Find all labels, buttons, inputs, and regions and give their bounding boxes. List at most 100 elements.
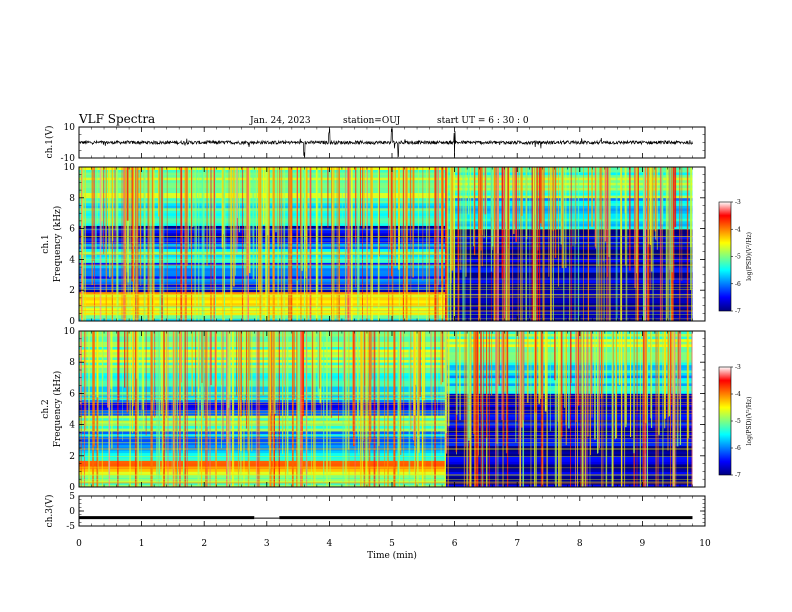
sferic-streak xyxy=(215,167,216,321)
sferic-streak xyxy=(365,331,367,487)
sferic-streak xyxy=(679,167,681,321)
sferic-streak xyxy=(691,331,693,487)
sferic-streak xyxy=(241,167,244,321)
x-tick-label: 3 xyxy=(264,539,270,549)
sferic-streak xyxy=(319,331,322,404)
sferic-streak xyxy=(203,331,205,418)
sferic-streak xyxy=(267,167,270,321)
sferic-streak xyxy=(371,167,373,260)
sferic-streak xyxy=(490,331,493,396)
sferic-streak xyxy=(568,331,570,429)
sferic-streak xyxy=(655,167,657,241)
sferic-streak xyxy=(558,331,560,487)
figure-title: VLF Spectra xyxy=(78,112,155,126)
sferic-streak xyxy=(434,167,435,321)
sferic-streak xyxy=(277,167,278,244)
sferic-streak xyxy=(515,331,517,443)
sferic-streak xyxy=(678,331,680,380)
psd-band xyxy=(79,364,446,368)
psd-band xyxy=(445,464,693,467)
sferic-streak xyxy=(563,167,565,321)
sferic-streak xyxy=(235,331,237,397)
sferic-streak xyxy=(278,331,280,487)
sferic-streak xyxy=(116,167,119,321)
sferic-streak xyxy=(659,167,662,321)
sferic-streak xyxy=(317,331,320,397)
sferic-streak xyxy=(370,167,372,321)
sferic-streak xyxy=(624,167,627,266)
sferic-streak xyxy=(278,167,281,246)
sferic-streak xyxy=(202,331,204,426)
ch3-waveform-panel: 50-50 1 2 3 4 5 6 7 8 9 10 xyxy=(66,492,711,549)
sferic-streak xyxy=(607,167,609,321)
sferic-streak xyxy=(409,167,411,240)
sferic-streak xyxy=(505,331,508,454)
psd-band xyxy=(79,410,446,414)
sferic-streak xyxy=(397,167,400,270)
sferic-streak xyxy=(615,331,618,439)
sferic-streak xyxy=(521,167,523,216)
sferic-streak xyxy=(553,167,555,219)
sferic-streak xyxy=(230,167,232,321)
sferic-streak xyxy=(174,331,176,416)
sferic-streak xyxy=(262,167,265,225)
sferic-streak xyxy=(347,331,350,450)
sferic-streak xyxy=(672,167,675,239)
sferic-streak xyxy=(303,167,306,240)
sferic-streak xyxy=(674,167,677,228)
psd-band xyxy=(445,264,693,268)
psd-band xyxy=(79,447,446,451)
sferic-streak xyxy=(665,167,667,321)
sferic-streak xyxy=(410,331,412,430)
sferic-streak xyxy=(283,167,286,321)
sferic-streak xyxy=(354,331,356,487)
sferic-streak xyxy=(83,331,85,487)
sferic-streak xyxy=(560,331,562,487)
sferic-streak xyxy=(565,167,567,268)
sferic-streak xyxy=(194,167,196,321)
sferic-streak xyxy=(276,331,278,487)
sferic-streak xyxy=(306,331,308,487)
psd-band xyxy=(445,231,693,235)
sferic-streak xyxy=(151,331,153,487)
sferic-streak xyxy=(109,167,111,278)
sferic-streak xyxy=(520,167,522,321)
sferic-streak xyxy=(476,331,478,487)
sferic-streak xyxy=(165,331,167,487)
sferic-streak xyxy=(286,331,289,487)
sferic-streak xyxy=(666,167,668,321)
sferic-streak xyxy=(414,331,417,385)
sferic-streak xyxy=(468,331,470,441)
sferic-streak xyxy=(447,167,450,321)
psd-band xyxy=(445,432,693,436)
sferic-streak xyxy=(473,331,475,435)
sferic-streak xyxy=(373,331,376,487)
sferic-streak xyxy=(205,331,207,487)
sferic-streak xyxy=(369,331,372,443)
colorbar-tick-label: -4 xyxy=(735,391,741,398)
sferic-streak xyxy=(419,331,421,397)
sferic-streak xyxy=(629,331,632,438)
sferic-streak xyxy=(570,331,572,384)
sferic-streak xyxy=(498,331,500,386)
sferic-streak xyxy=(534,167,536,321)
psd-band xyxy=(445,223,693,227)
sferic-streak xyxy=(430,331,432,398)
psd-band xyxy=(79,484,446,487)
psd-band xyxy=(445,448,693,452)
psd-band xyxy=(79,344,446,347)
sferic-streak xyxy=(163,331,165,487)
sferic-streak xyxy=(650,331,652,419)
psd-band xyxy=(445,241,693,245)
sferic-streak xyxy=(548,167,550,277)
psd-band xyxy=(445,205,693,209)
sferic-streak xyxy=(670,167,672,321)
psd-band xyxy=(79,404,446,408)
sferic-streak xyxy=(280,167,283,321)
sferic-streak xyxy=(191,167,194,228)
sferic-streak xyxy=(494,167,495,321)
sferic-streak xyxy=(147,167,149,321)
sferic-streak xyxy=(393,167,395,256)
sferic-streak xyxy=(158,331,161,487)
sferic-streak xyxy=(590,331,592,456)
